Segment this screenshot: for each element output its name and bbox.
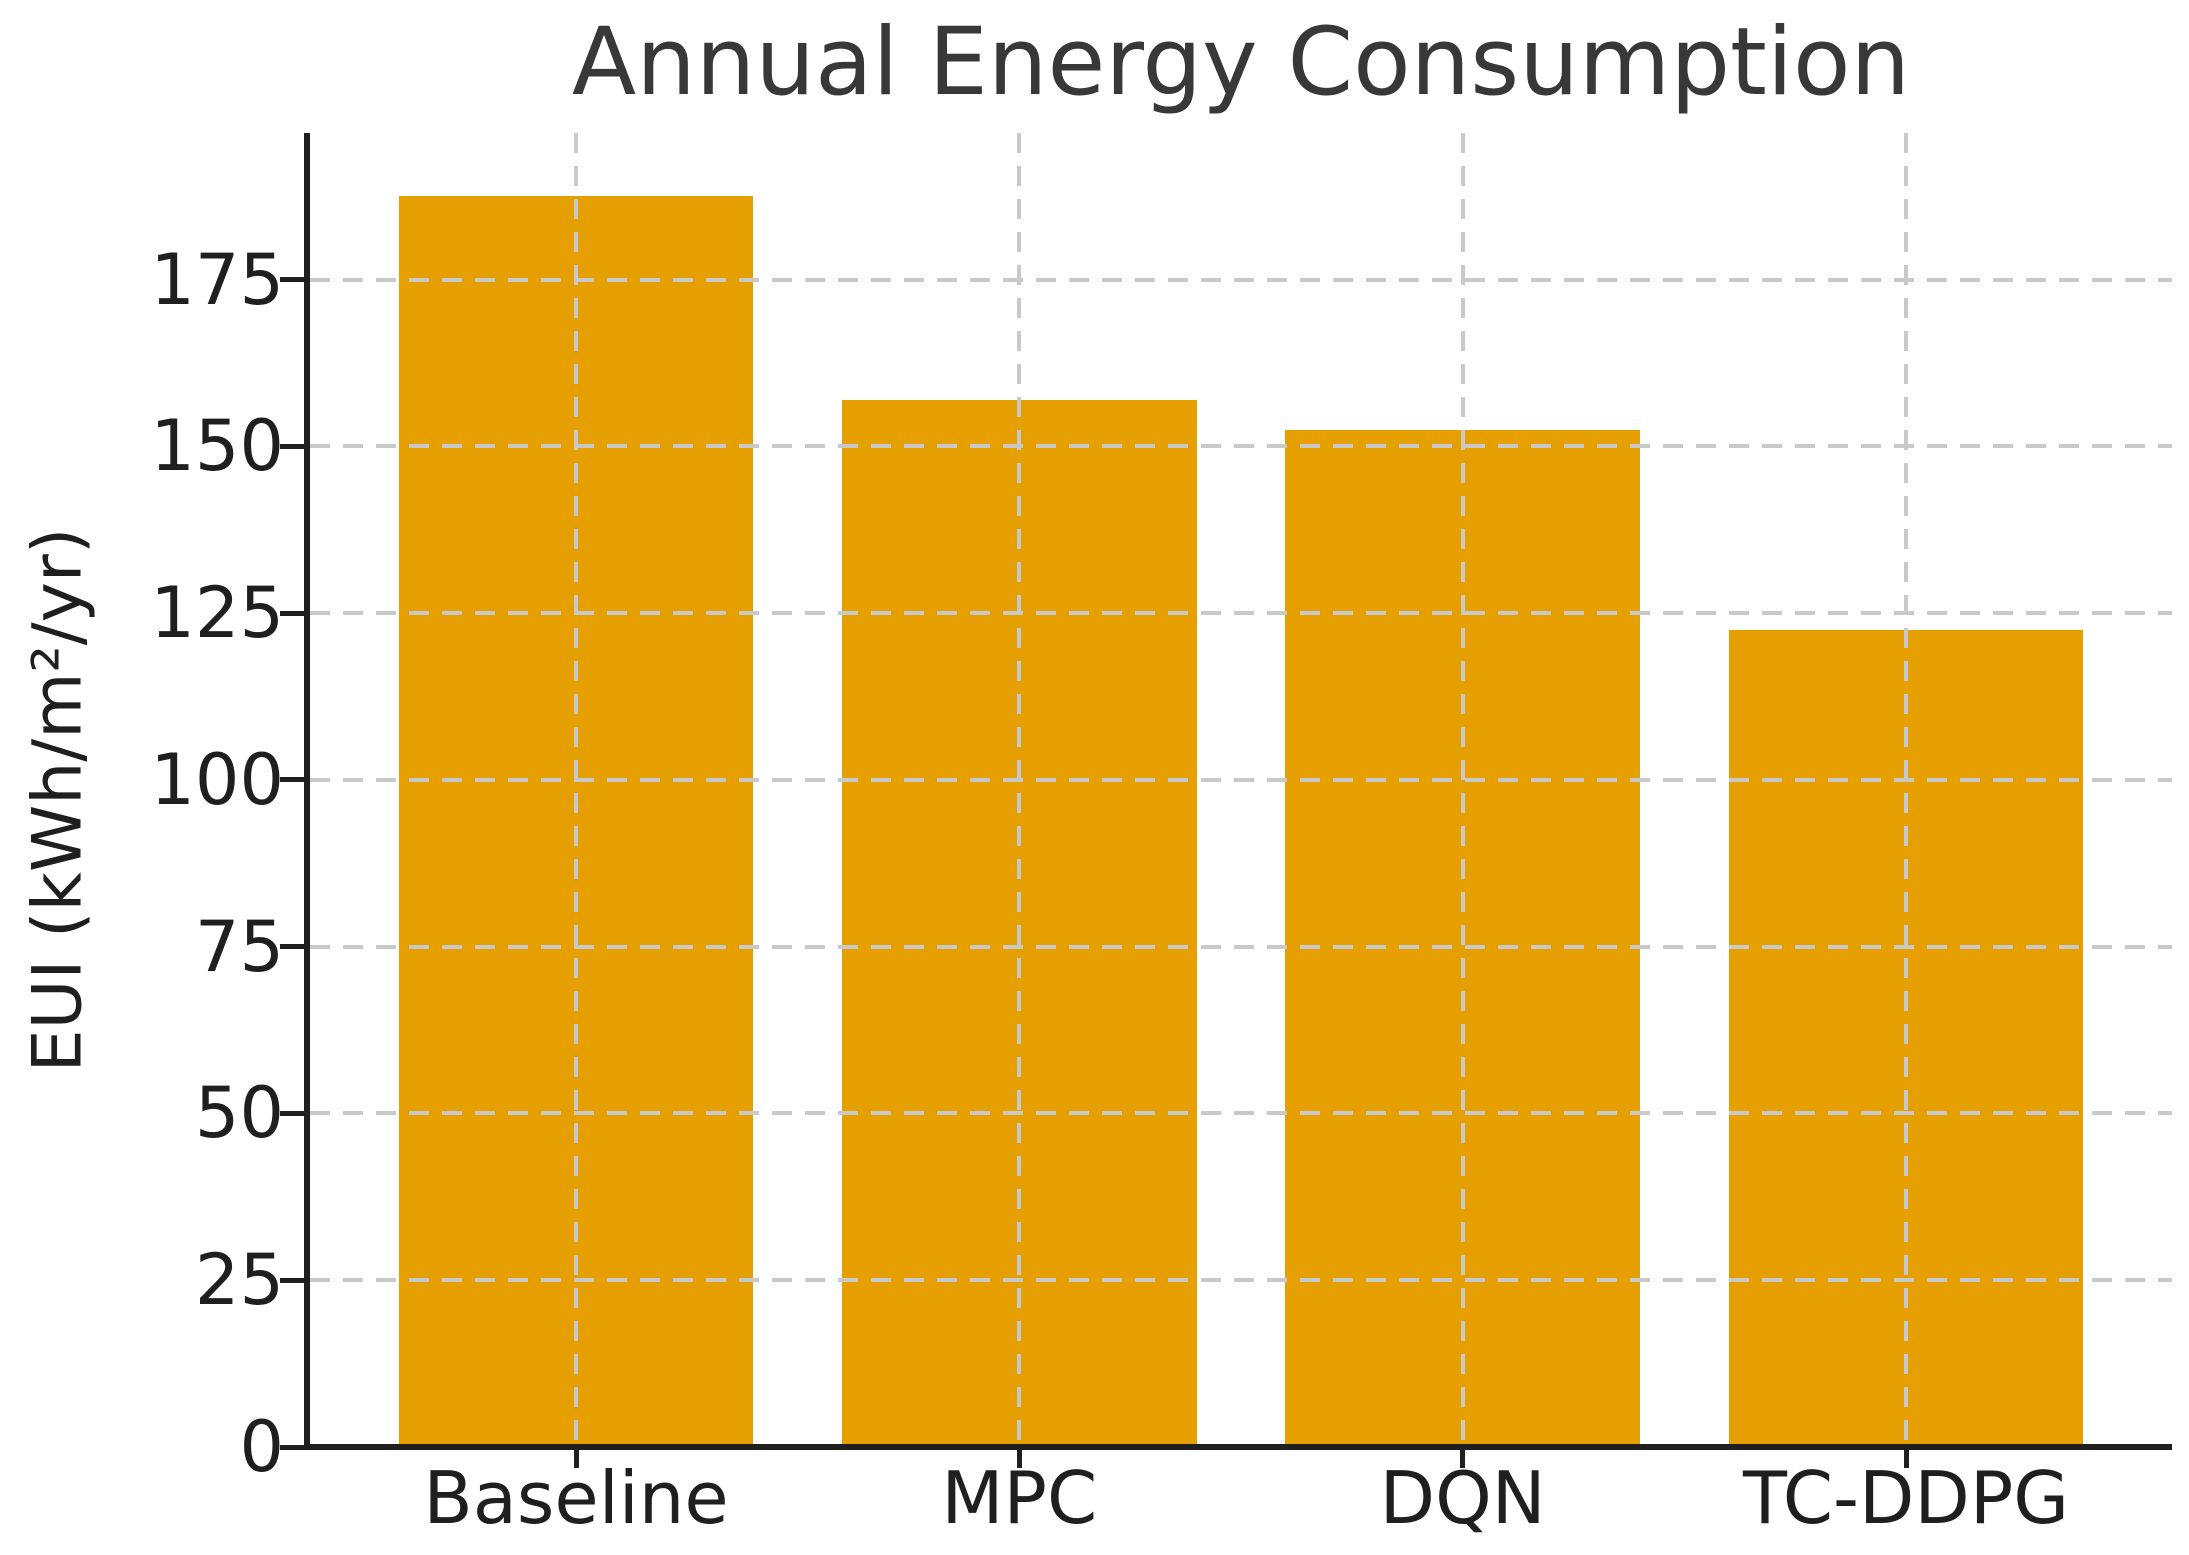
y-tick-label-0: 0 xyxy=(239,1406,284,1488)
x-axis-category-label-baseline: Baseline xyxy=(423,1456,729,1540)
y-tick-mark-50 xyxy=(280,1110,304,1116)
x-axis-category-label-dqn: DQN xyxy=(1379,1456,1546,1540)
y-tick-mark-125 xyxy=(280,610,304,616)
y-tick-mark-150 xyxy=(280,443,304,449)
y-axis-spine xyxy=(304,133,310,1450)
x-tick-mark-mpc xyxy=(1016,1450,1022,1468)
x-axis-category-label-mpc: MPC xyxy=(941,1456,1098,1540)
y-tick-label-25: 25 xyxy=(194,1239,284,1322)
h-gridline-75 xyxy=(310,944,2172,949)
y-tick-label-100: 100 xyxy=(150,738,284,821)
y-tick-label-75: 75 xyxy=(194,905,284,988)
x-tick-mark-dqn xyxy=(1460,1450,1466,1468)
v-gridline-mpc xyxy=(1017,133,1022,1447)
h-gridline-50 xyxy=(310,1111,2172,1116)
y-tick-mark-175 xyxy=(280,277,304,283)
h-gridline-25 xyxy=(310,1278,2172,1283)
x-axis-category-label-tc-ddpg: TC-DDPG xyxy=(1742,1456,2070,1540)
h-gridline-100 xyxy=(310,777,2172,782)
y-tick-mark-0 xyxy=(280,1444,304,1450)
y-tick-label-50: 50 xyxy=(194,1072,284,1155)
y-tick-label-125: 125 xyxy=(150,572,284,655)
v-gridline-baseline xyxy=(574,133,578,1447)
x-axis-spine xyxy=(304,1444,2172,1450)
y-tick-label-175: 175 xyxy=(150,238,284,321)
v-gridline-tc-ddpg xyxy=(1904,133,1908,1447)
h-gridline-150 xyxy=(310,444,2172,449)
x-tick-mark-tc-ddpg xyxy=(1903,1450,1909,1468)
plot-area xyxy=(310,133,2172,1447)
y-tick-label-150: 150 xyxy=(150,405,284,488)
h-gridline-125 xyxy=(310,611,2172,616)
y-tick-mark-75 xyxy=(280,944,304,950)
h-gridline-175 xyxy=(310,277,2172,282)
chart-title: Annual Energy Consumption xyxy=(571,8,1911,117)
v-gridline-dqn xyxy=(1460,133,1465,1447)
x-tick-mark-baseline xyxy=(573,1450,579,1468)
y-tick-mark-25 xyxy=(280,1277,304,1283)
y-tick-mark-100 xyxy=(280,777,304,783)
